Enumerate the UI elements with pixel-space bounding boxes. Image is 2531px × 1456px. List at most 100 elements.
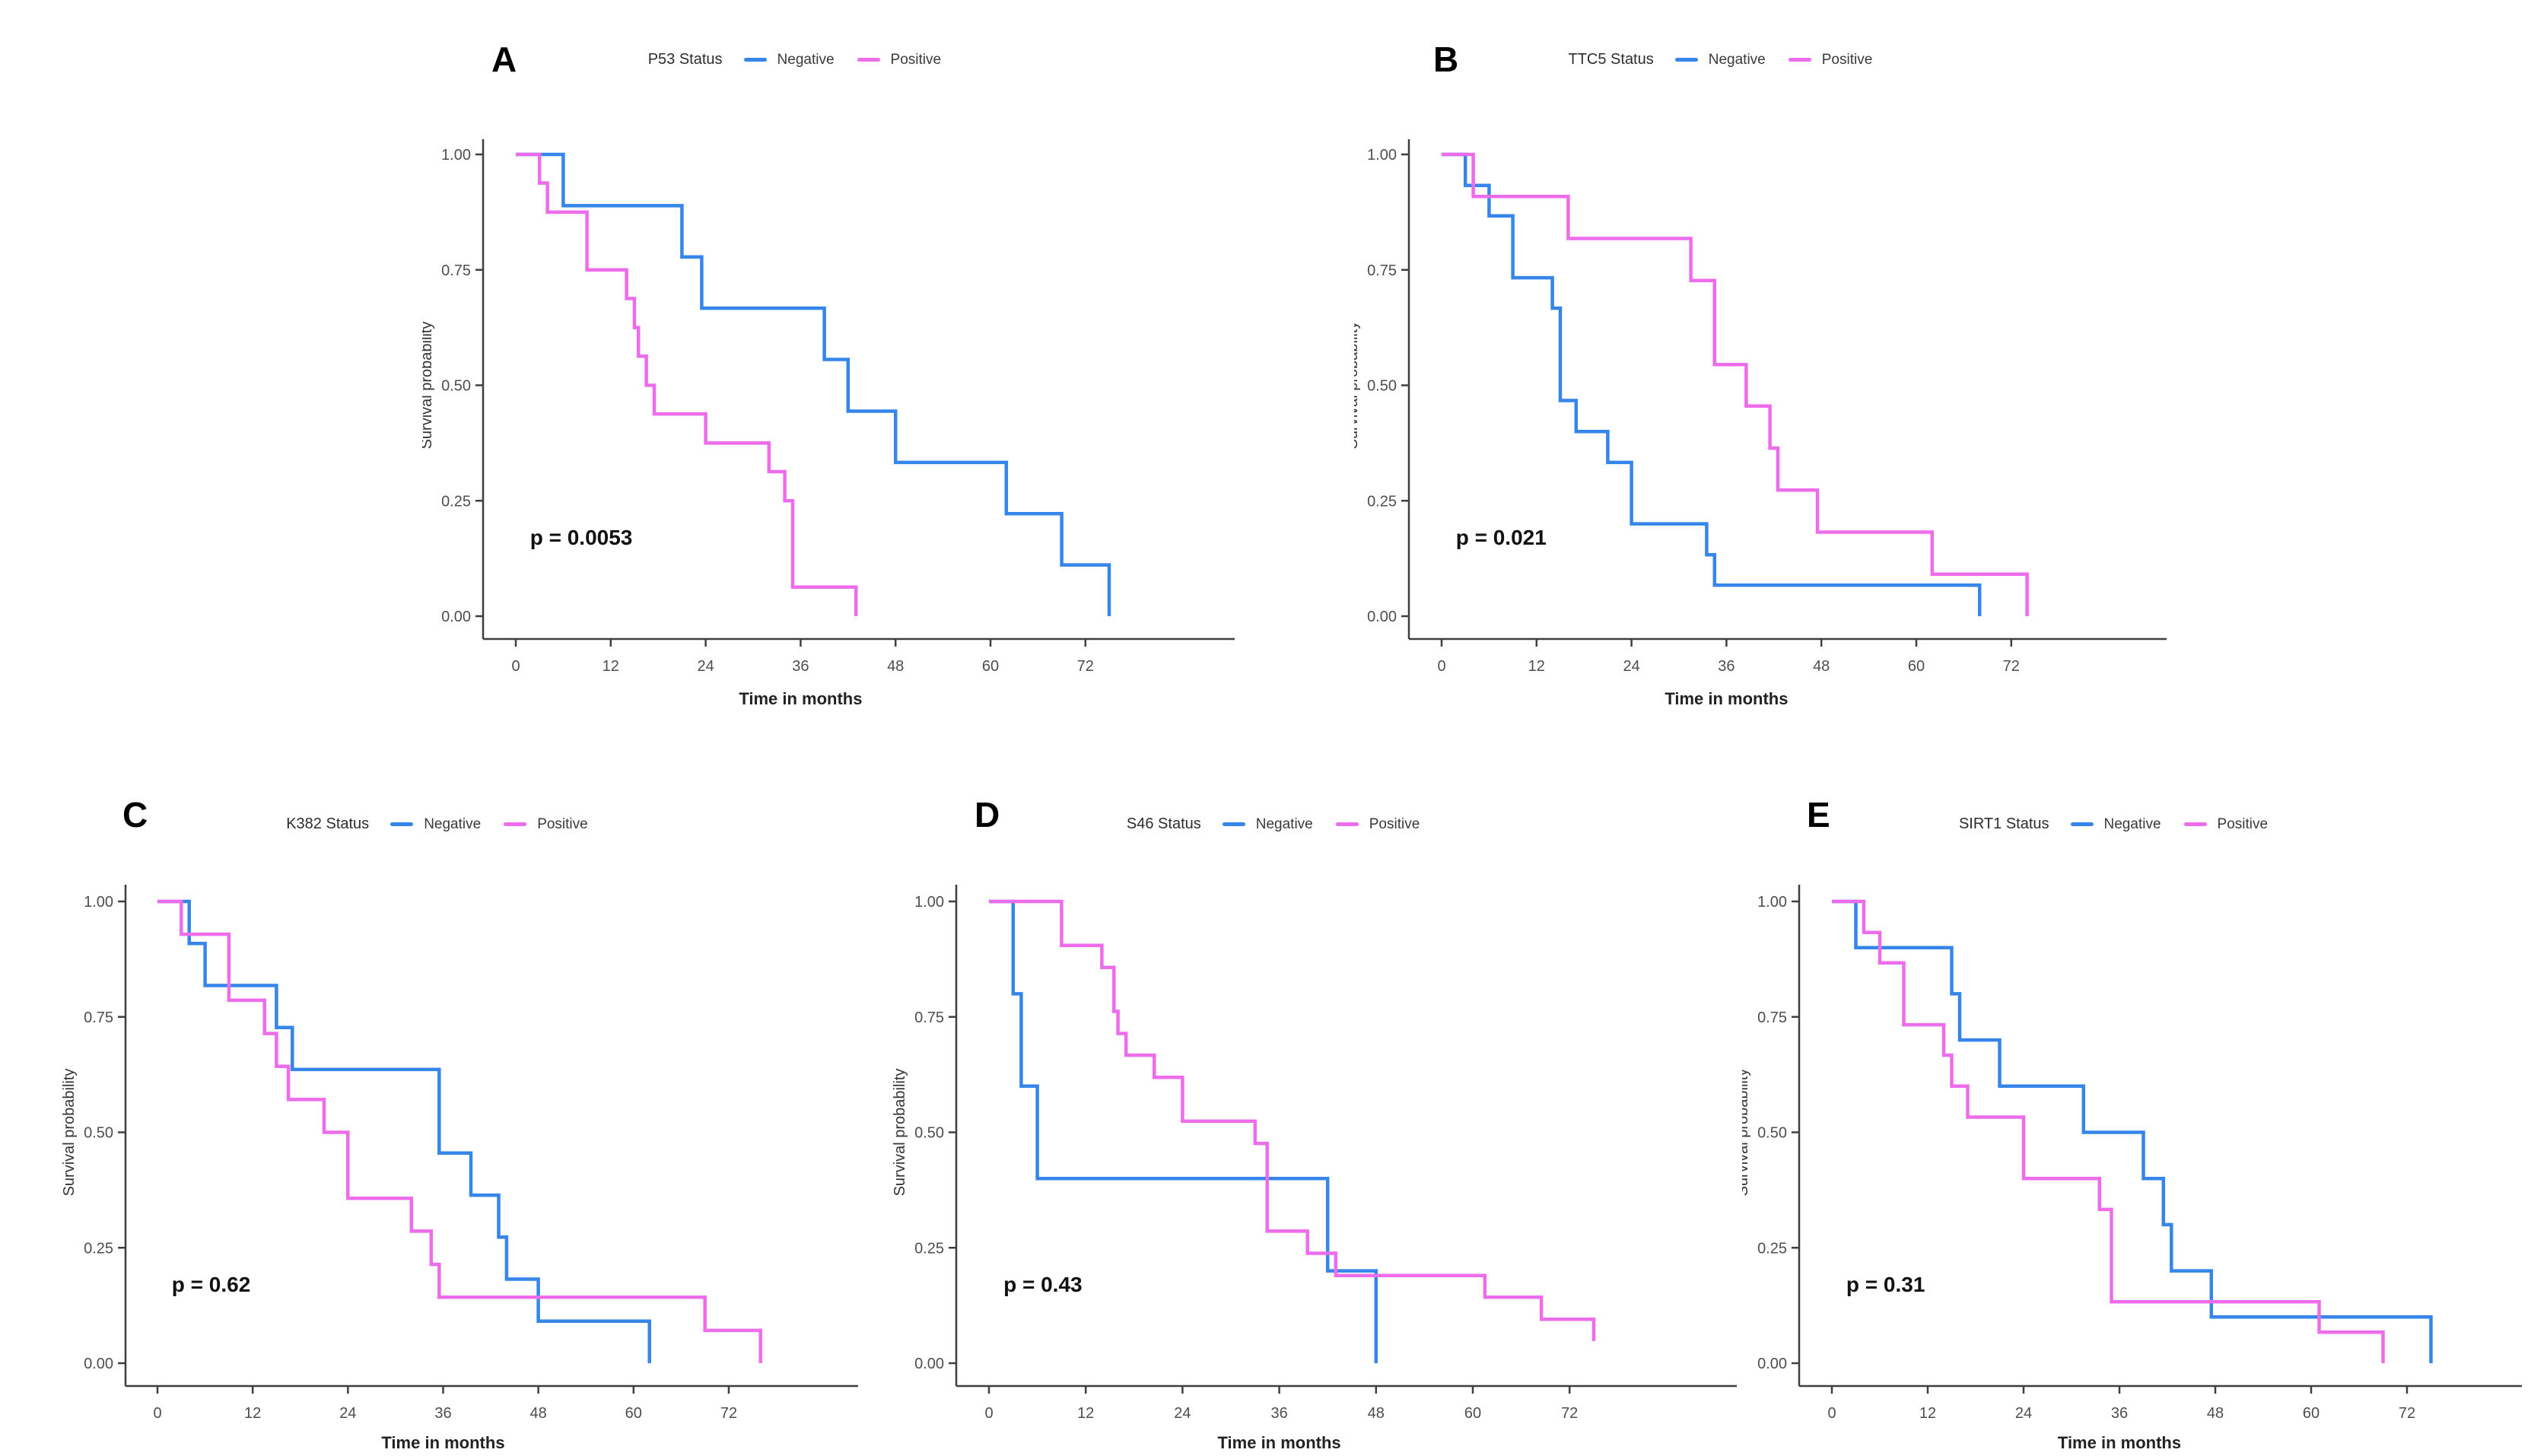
svg-text:24: 24 [1623,658,1639,675]
svg-text:p = 0.0053: p = 0.0053 [530,526,633,549]
svg-text:36: 36 [1718,658,1734,675]
svg-text:60: 60 [982,658,999,675]
plot-title: SIRT1 Status [1958,815,2049,832]
svg-text:36: 36 [792,658,809,675]
svg-text:60: 60 [1464,1405,1481,1422]
km-plot-k382: 0.00 0.25 0.50 0.75 1.00 0 12 24 36 48 60 72 Time in… [61,885,858,1452]
svg-text:0.25: 0.25 [914,1240,944,1257]
svg-text:Time in months: Time in months [1665,689,1788,708]
legend-positive-swatch [1335,822,1359,826]
svg-text:24: 24 [2015,1405,2032,1422]
svg-text:p = 0.43: p = 0.43 [1003,1273,1083,1296]
km-plot-s46: 0.00 0.25 0.50 0.75 1.00 0 12 24 36 48 60 72 Time in… [892,885,1737,1452]
panel-letter: C [122,795,148,834]
svg-text:24: 24 [697,658,714,675]
svg-text:48: 48 [2207,1405,2224,1422]
svg-text:24: 24 [1174,1405,1191,1422]
panel-letter: A [491,40,517,79]
svg-text:Survival probability: Survival probability [422,322,435,450]
svg-text:36: 36 [434,1405,451,1422]
legend-positive-label: Positive [890,51,942,68]
plot-header: K382 Status Negative Positive [154,815,732,833]
svg-text:0.00: 0.00 [441,609,471,625]
legend-negative-swatch [390,822,414,826]
svg-text:Survival probability: Survival probability [1354,322,1361,450]
svg-text:0.25: 0.25 [84,1240,113,1257]
panel-b: B TTC5 Status Negative Positive 0.00 0.25… [1354,19,2176,784]
svg-text:1.00: 1.00 [1367,147,1397,164]
legend-positive-label: Positive [1821,51,1873,68]
svg-text:p = 0.021: p = 0.021 [1456,526,1547,549]
svg-text:0.00: 0.00 [1367,609,1397,625]
plot-header: P53 Status Negative Positive [511,51,1089,68]
svg-text:0.50: 0.50 [441,378,471,395]
km-plot-sirt1: 0.00 0.25 0.50 0.75 1.00 0 12 24 36 48 60 72 Time in… [1742,885,2522,1452]
svg-text:0.25: 0.25 [441,493,471,510]
svg-text:72: 72 [2003,658,2020,675]
svg-text:12: 12 [1528,658,1545,675]
legend-positive-label: Positive [1369,815,1420,832]
plot-header: S46 Status Negative Positive [990,815,1569,833]
svg-text:0.50: 0.50 [84,1125,113,1142]
svg-text:Survival probability: Survival probability [892,1069,908,1197]
svg-text:72: 72 [2399,1405,2415,1422]
svg-text:72: 72 [1561,1405,1578,1422]
svg-text:0.50: 0.50 [1367,378,1397,395]
svg-text:p = 0.62: p = 0.62 [172,1273,251,1296]
legend-positive-swatch [504,822,527,826]
legend-positive-label: Positive [2217,815,2269,832]
svg-text:48: 48 [530,1405,547,1422]
svg-text:0.75: 0.75 [441,262,471,279]
svg-text:0.50: 0.50 [1757,1125,1787,1142]
svg-text:72: 72 [1077,658,1094,675]
legend-negative-swatch [1674,58,1698,62]
svg-text:1.00: 1.00 [914,894,944,911]
svg-text:1.00: 1.00 [84,894,113,911]
svg-text:48: 48 [1813,658,1830,675]
svg-text:p = 0.31: p = 0.31 [1846,1273,1925,1296]
legend-negative-label: Negative [777,51,835,68]
svg-text:0.25: 0.25 [1757,1240,1787,1257]
legend-negative-label: Negative [424,815,482,832]
svg-text:0.00: 0.00 [84,1356,113,1372]
svg-text:0.75: 0.75 [1757,1009,1787,1026]
svg-text:0: 0 [984,1405,993,1422]
svg-text:Time in months: Time in months [2058,1433,2181,1452]
panel-letter: E [1807,795,1830,834]
svg-text:1.00: 1.00 [1757,894,1787,911]
panel-letter: D [975,795,1000,834]
legend-positive-swatch [2183,822,2207,826]
svg-text:Time in months: Time in months [1218,1433,1341,1452]
svg-text:0.00: 0.00 [1757,1356,1787,1372]
plot-title: K382 Status [286,815,370,832]
svg-text:0: 0 [1827,1405,1836,1422]
legend-positive-label: Positive [537,815,588,832]
km-plot-ttc5: 0.00 0.25 0.50 0.75 1.00 0 12 24 36 48 60 72 Time in… [1354,139,2167,708]
legend-positive-swatch [857,58,880,62]
legend-negative-label: Negative [1708,51,1766,68]
svg-text:12: 12 [603,658,619,675]
plot-title: TTC5 Status [1568,51,1654,68]
plot-title: S46 Status [1126,815,1201,832]
svg-text:0: 0 [1437,658,1445,675]
panel-letter: B [1433,40,1459,79]
svg-text:48: 48 [887,658,904,675]
svg-text:36: 36 [2111,1405,2128,1422]
legend-negative-swatch [743,58,767,62]
svg-text:Survival probability: Survival probability [61,1069,78,1197]
svg-text:0.50: 0.50 [914,1125,944,1142]
panel-c: C K382 Status Negative Positive 0.00 0.25… [42,791,867,1456]
svg-text:48: 48 [1368,1405,1385,1422]
svg-text:0: 0 [153,1405,161,1422]
svg-text:36: 36 [1270,1405,1287,1422]
svg-text:24: 24 [339,1405,356,1422]
plot-header: TTC5 Status Negative Positive [1437,51,2015,68]
svg-text:72: 72 [720,1405,737,1422]
legend-negative-swatch [2070,822,2094,826]
svg-text:Time in months: Time in months [381,1433,504,1452]
svg-text:0: 0 [511,658,520,675]
legend-negative-swatch [1222,822,1245,826]
svg-text:0.00: 0.00 [914,1356,944,1372]
svg-text:12: 12 [1077,1405,1094,1422]
plot-header: SIRT1 Status Negative Positive [1830,815,2409,833]
